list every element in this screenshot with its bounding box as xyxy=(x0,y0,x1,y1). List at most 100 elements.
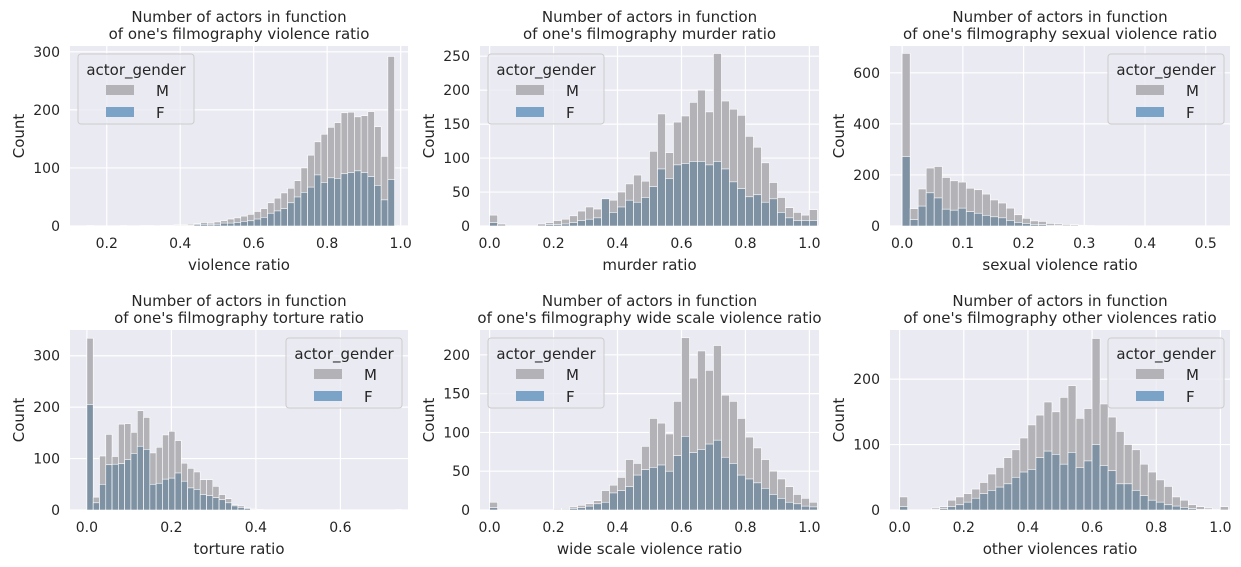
bar-F xyxy=(561,508,570,511)
bar-F xyxy=(118,463,125,511)
bar-F xyxy=(168,477,176,511)
bar-F xyxy=(220,222,228,227)
legend-swatch-M xyxy=(106,85,134,95)
bar-F xyxy=(1067,452,1077,511)
y-axis-label: Count xyxy=(830,398,848,443)
y-axis-label: Count xyxy=(10,114,28,159)
bar-F xyxy=(777,212,786,227)
bar-F xyxy=(957,207,967,227)
legend-swatch-F xyxy=(106,107,134,117)
y-tick-label: 250 xyxy=(443,49,470,65)
bar-M xyxy=(146,225,155,227)
legend-title: actor_gender xyxy=(294,345,394,364)
legend-title: actor_gender xyxy=(86,61,186,80)
chart-title-line2: of one's filmography other violences rat… xyxy=(903,309,1216,327)
x-tick-label: 0.0 xyxy=(891,236,913,252)
bar-F xyxy=(149,483,157,511)
bar-F xyxy=(947,506,957,511)
legend-label-M: M xyxy=(566,366,579,384)
x-tick-label: 0.0 xyxy=(478,236,500,252)
bar-F xyxy=(625,486,634,511)
x-tick-label: 0.6 xyxy=(1081,520,1103,536)
chart-panel-5: 0.0 0.2 0.4 0.6 0.8 1.0 0 50 100 150 200 Number of … xyxy=(420,292,822,558)
bar-F xyxy=(633,201,642,227)
legend-box xyxy=(1107,53,1225,125)
bar-F xyxy=(1051,454,1061,511)
bar-F xyxy=(340,173,349,227)
bar-F xyxy=(998,217,1007,227)
bar-F xyxy=(360,172,369,227)
bar-M xyxy=(256,509,264,511)
bar-F xyxy=(625,199,634,227)
x-tick-label: 0.4 xyxy=(245,520,267,536)
chart-title-line1: Number of actors in function xyxy=(542,292,757,310)
bar-F xyxy=(981,214,991,227)
bar-F xyxy=(193,489,201,511)
bar-F xyxy=(681,163,690,227)
bar-F xyxy=(777,498,786,511)
legend-swatch-F xyxy=(314,391,342,401)
bar-F xyxy=(243,508,251,511)
x-tick-label: 0.2 xyxy=(542,520,564,536)
bar-F xyxy=(561,223,570,227)
bar-M xyxy=(1212,509,1221,511)
bar-F xyxy=(1027,469,1037,511)
x-tick-label: 0.4 xyxy=(1134,236,1156,252)
bar-F xyxy=(1099,465,1109,511)
x-tick-label: 0.4 xyxy=(169,236,191,252)
legend: actor_gender MF xyxy=(77,53,195,125)
bar-F xyxy=(1123,483,1133,511)
legend-swatch-M xyxy=(516,369,544,379)
bar-F xyxy=(193,224,201,227)
legend-label-F: F xyxy=(156,104,165,122)
y-tick-label: 100 xyxy=(853,438,880,454)
y-tick-label: 0 xyxy=(51,219,60,235)
bar-F xyxy=(931,509,941,511)
bar-F xyxy=(793,503,802,511)
bar-F xyxy=(899,506,908,511)
y-tick-label: 200 xyxy=(33,103,60,119)
legend-label-M: M xyxy=(1186,366,1199,384)
bar-F xyxy=(769,494,778,511)
bar-F xyxy=(213,223,222,227)
bar-F xyxy=(545,224,554,227)
chart-title-line2: of one's filmography torture ratio xyxy=(114,309,364,327)
bar-F xyxy=(745,196,754,227)
bar-F xyxy=(713,439,722,511)
bar-F xyxy=(745,478,754,511)
bar-F xyxy=(1030,224,1039,227)
legend: actor_gender MF xyxy=(487,337,605,409)
bar-F xyxy=(793,220,802,227)
bar-M xyxy=(537,223,546,227)
chart-panel-4: 0.0 0.2 0.4 0.6 0 100 200 300 Number of actors i… xyxy=(10,292,408,558)
bar-F xyxy=(989,216,999,227)
bar-F xyxy=(307,186,315,227)
bar-F xyxy=(955,504,965,511)
bar-F xyxy=(939,508,949,511)
bar-F xyxy=(1139,495,1149,511)
y-tick-label: 200 xyxy=(853,372,880,388)
bar-F xyxy=(1196,509,1205,511)
bar-F xyxy=(617,206,626,227)
bar-F xyxy=(237,507,245,511)
x-tick-label: 0.4 xyxy=(606,520,628,536)
x-axis-label: sexual violence ratio xyxy=(982,256,1137,274)
x-tick-label: 0.2 xyxy=(96,236,118,252)
bar-F xyxy=(1115,483,1125,511)
bar-M xyxy=(497,223,506,227)
x-tick-label: 0.0 xyxy=(76,520,98,536)
legend-box xyxy=(487,53,605,125)
bar-M xyxy=(120,225,128,227)
bar-F xyxy=(785,217,794,227)
bar-F xyxy=(1107,470,1117,511)
legend-swatch-M xyxy=(1136,85,1164,95)
bar-F xyxy=(689,161,698,227)
bar-F xyxy=(111,463,119,511)
bar-F xyxy=(917,205,927,227)
bar-F xyxy=(601,198,610,227)
chart-title-line2: of one's filmography sexual violence rat… xyxy=(903,25,1217,43)
bar-F xyxy=(729,463,738,511)
y-tick-label: 100 xyxy=(443,425,470,441)
bar-F xyxy=(1075,467,1085,511)
bar-F xyxy=(657,464,666,511)
